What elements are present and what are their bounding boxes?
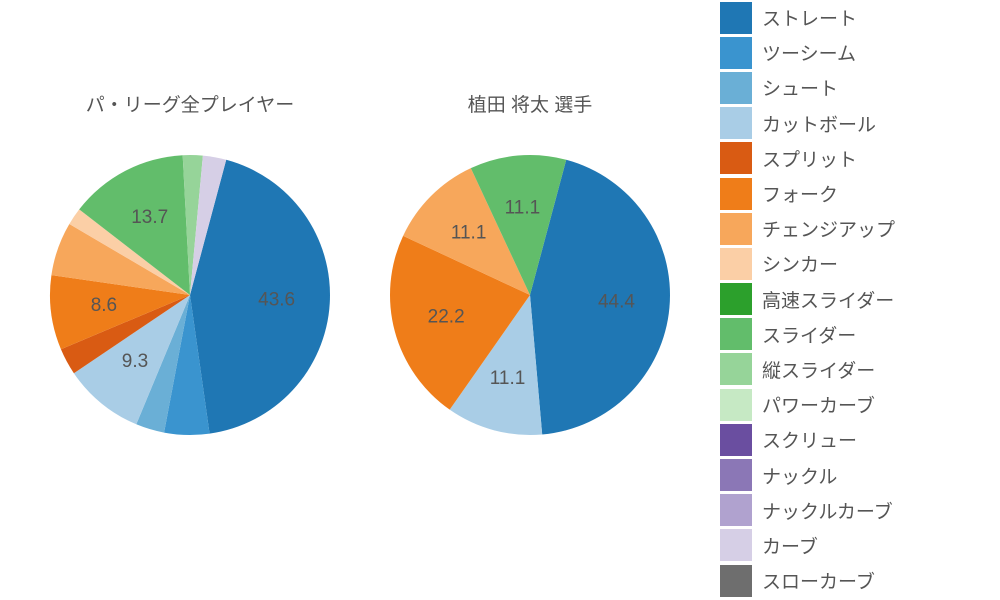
legend-item: ストレート [720,0,980,35]
legend-swatch [720,283,752,315]
legend-label: ストレート [762,4,857,31]
pie-value-label: 22.2 [428,306,465,327]
legend-swatch [720,2,752,34]
legend-label: フォーク [762,180,838,207]
legend-swatch [720,459,752,491]
pie-value-label: 9.3 [122,351,148,372]
legend-label: カットボール [762,110,876,137]
legend-label: シンカー [762,250,838,277]
legend-label: ツーシーム [762,39,856,66]
chart-title: 植田 将太 選手 [330,90,730,117]
pie-value-label: 43.6 [258,289,295,310]
legend-label: パワーカーブ [762,391,875,418]
legend-label: スライダー [762,321,856,348]
legend-label: ナックルカーブ [762,497,893,524]
legend-label: チェンジアップ [762,215,895,242]
legend-item: フォーク [720,176,980,211]
pie-value-label: 8.6 [91,295,117,316]
pie-value-label: 11.1 [505,198,541,219]
legend-label: スプリット [762,145,857,172]
legend-item: ナックル [720,457,980,492]
legend-swatch [720,529,752,561]
legend-item: 縦スライダー [720,352,980,387]
legend-swatch [720,107,752,139]
legend-swatch [720,318,752,350]
legend-item: カットボール [720,106,980,141]
legend-label: ナックル [762,462,837,489]
legend-label: 縦スライダー [762,356,875,383]
legend-label: スクリュー [762,426,857,453]
legend-swatch [720,72,752,104]
pie-value-label: 11.1 [451,223,487,244]
legend-item: チェンジアップ [720,211,980,246]
legend-swatch [720,37,752,69]
legend-swatch [720,424,752,456]
pie-chart-1: 44.4 11.1 22.2 11.1 11.1 [370,135,690,455]
legend-label: カーブ [762,532,818,559]
legend: ストレートツーシームシュートカットボールスプリットフォークチェンジアップシンカー… [720,0,980,598]
legend-item: スプリット [720,141,980,176]
legend-swatch [720,213,752,245]
chart-root: 43.69.38.613.7パ・リーグ全プレイヤー44.411.122.211.… [0,0,1000,600]
legend-item: シンカー [720,246,980,281]
pie-chart-0: 43.6 9.3 8.6 13.7 [30,135,350,455]
legend-swatch [720,248,752,280]
legend-label: シュート [762,74,838,101]
legend-item: パワーカーブ [720,387,980,422]
legend-label: スローカーブ [762,567,875,594]
legend-item: スライダー [720,317,980,352]
legend-item: カーブ [720,528,980,563]
legend-item: ナックルカーブ [720,493,980,528]
pie-value-label: 13.7 [131,207,168,228]
legend-label: 高速スライダー [762,286,894,313]
legend-item: 高速スライダー [720,282,980,317]
legend-swatch [720,389,752,421]
pie-value-label: 11.1 [490,368,526,389]
pie-value-label: 44.4 [598,292,635,313]
legend-swatch [720,353,752,385]
legend-swatch [720,178,752,210]
legend-item: スローカーブ [720,563,980,598]
legend-swatch [720,565,752,597]
legend-item: スクリュー [720,422,980,457]
legend-item: シュート [720,70,980,105]
legend-swatch [720,142,752,174]
legend-item: ツーシーム [720,35,980,70]
legend-swatch [720,494,752,526]
